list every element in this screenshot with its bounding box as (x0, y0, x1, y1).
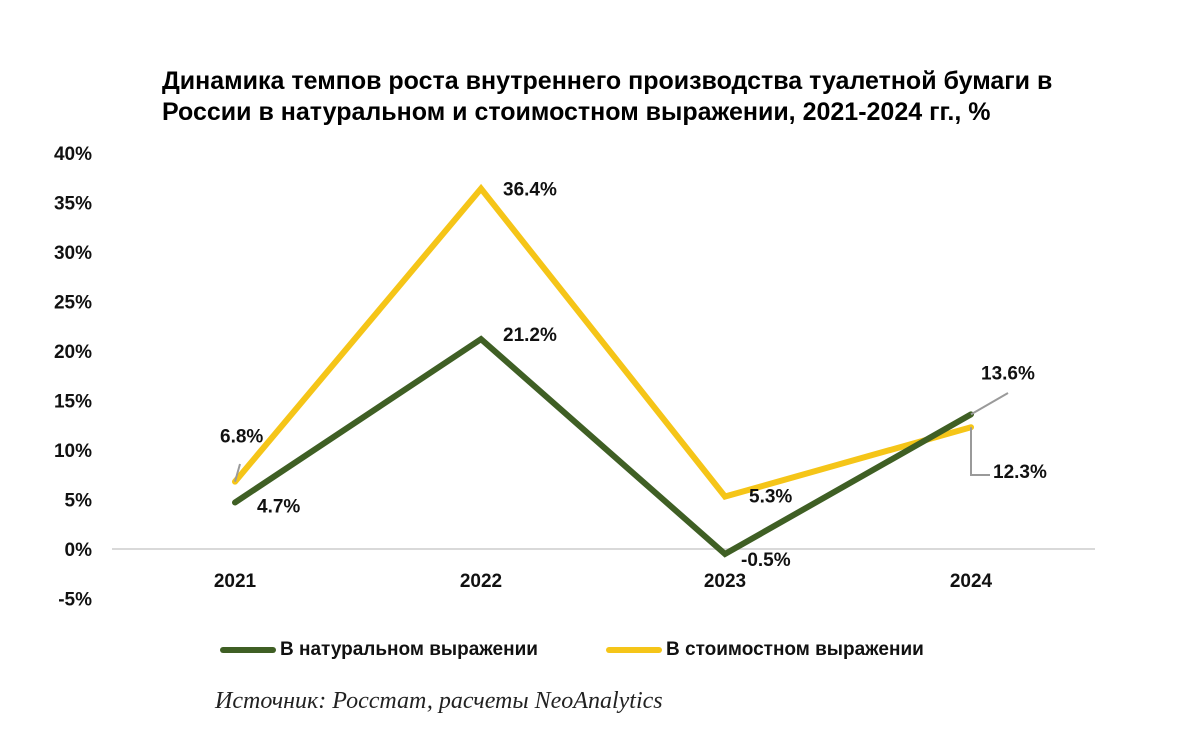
y-tick-label: 5% (65, 491, 93, 512)
data-label-natural: 4.7% (257, 496, 300, 517)
chart-title: Динамика темпов роста внутреннего произв… (162, 66, 1122, 128)
x-tick-label: 2023 (704, 571, 746, 592)
y-tick-label: -5% (58, 590, 92, 611)
y-tick-label: 25% (54, 293, 92, 314)
data-label-value: 5.3% (749, 487, 792, 508)
x-tick-label: 2024 (950, 571, 993, 592)
chart-title-line-2: России в натуральном и стоимостном выраж… (162, 98, 991, 126)
legend-label-natural: В натуральном выражении (280, 639, 538, 660)
chart-legend: В натуральном выражении В стоимостном вы… (0, 636, 1200, 664)
data-label-natural: 13.6% (981, 363, 1035, 384)
y-tick-label: 15% (54, 392, 92, 413)
y-tick-label: 35% (54, 194, 92, 215)
y-tick-label: 0% (65, 540, 93, 561)
data-label-value: 12.3% (993, 462, 1047, 483)
legend-item-natural: В натуральном выражении (220, 636, 538, 664)
data-label-value: 6.8% (220, 427, 263, 448)
chart-title-line-1: Динамика темпов роста внутреннего произв… (162, 67, 1053, 95)
data-label-leader (970, 427, 990, 476)
data-label-leader (970, 392, 1009, 416)
data-label-natural: -0.5% (741, 550, 791, 571)
y-tick-label: 30% (54, 243, 92, 264)
y-tick-label: 40% (54, 144, 92, 165)
legend-swatch-value (606, 647, 662, 653)
series-line-natural (232, 335, 974, 558)
legend-label-value: В стоимостном выражении (666, 639, 924, 660)
y-tick-label: 20% (54, 342, 92, 363)
y-tick-label: 10% (54, 441, 92, 462)
source-note: Источник: Росстат, расчеты NeoAnalytics (215, 688, 663, 714)
x-tick-label: 2022 (460, 571, 502, 592)
data-label-natural: 21.2% (503, 325, 557, 346)
data-label-leader (234, 463, 241, 482)
series-line-value (232, 183, 974, 500)
x-tick-label: 2021 (214, 571, 257, 592)
legend-swatch-natural (220, 647, 276, 653)
data-label-value: 36.4% (503, 180, 557, 201)
legend-item-value: В стоимостном выражении (606, 636, 924, 664)
